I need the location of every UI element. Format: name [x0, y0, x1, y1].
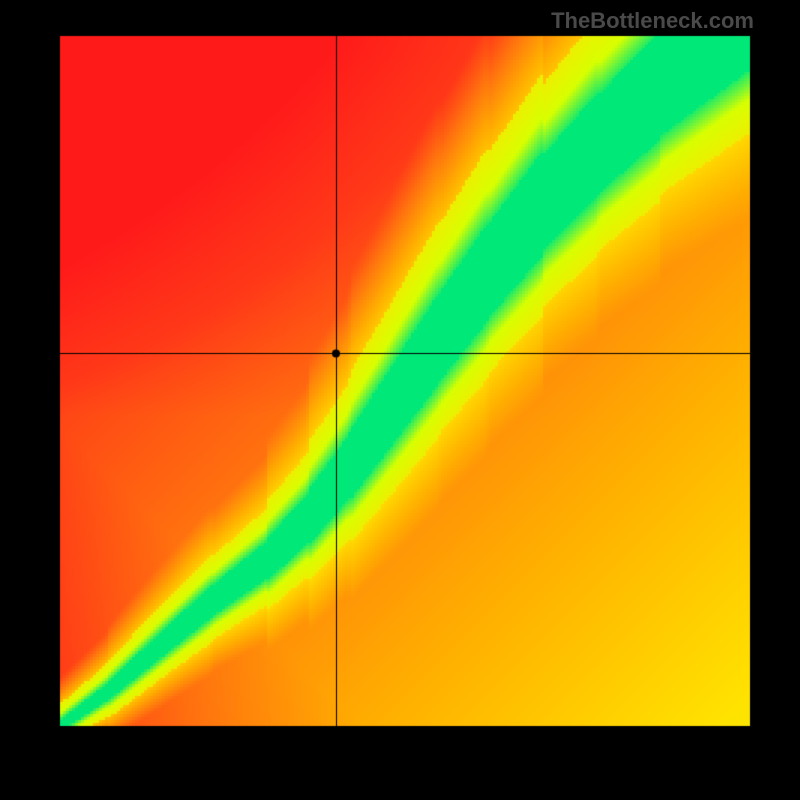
watermark-text: TheBottleneck.com — [551, 8, 754, 34]
heatmap-canvas — [0, 0, 800, 800]
chart-container: TheBottleneck.com — [0, 0, 800, 800]
